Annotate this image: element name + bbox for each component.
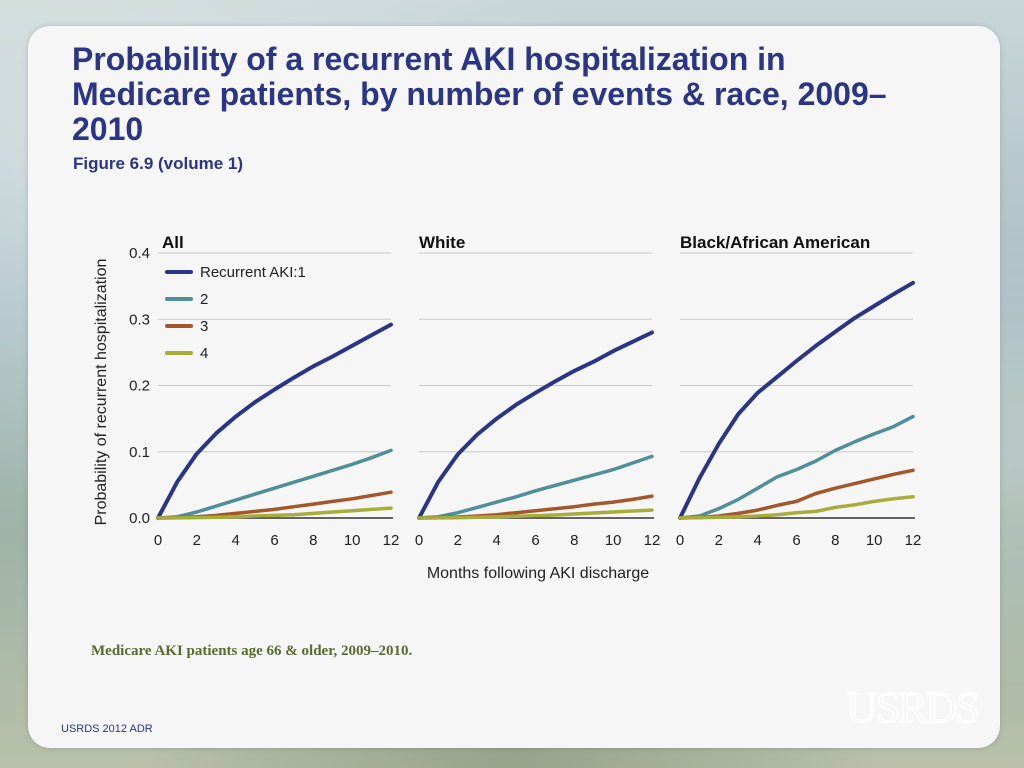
legend: Recurrent AKI:1 2 3 4 [165,264,306,362]
usrds-logo: USRDS [845,682,980,730]
x-tick-label: 12 [644,532,661,549]
series-line-1 [156,322,393,520]
x-axis-label: Months following AKI discharge [427,565,649,582]
series-line-2 [417,454,654,520]
x-tick-label: 10 [344,532,361,549]
x-tick-label: 4 [492,532,500,549]
series-line-1 [417,330,654,520]
x-tick-label: 2 [454,532,462,549]
slide-panel [28,26,1000,748]
y-axis-label: Probability of recurrent hospitalization [93,259,110,526]
x-tick-label: 6 [531,532,539,549]
x-tick-label: 4 [231,532,239,549]
y-tick-label: 0.0 [129,510,150,527]
y-tick-label: 0.1 [129,444,150,461]
legend-label: 3 [200,318,208,335]
x-tick-label: 6 [270,532,278,549]
legend-label: 2 [200,291,208,308]
panel-title: Black/African American [680,233,870,252]
x-tick-label: 10 [605,532,622,549]
y-tick-label: 0.3 [129,311,150,328]
slide-title: Probability of a recurrent AKI hospitali… [72,41,887,147]
panel-0: All 0 2 4 6 8 10 12 [154,233,400,549]
x-tick-label: 0 [415,532,423,549]
x-tick-label: 0 [154,532,162,549]
series-line-2 [678,414,915,520]
x-tick-label: 4 [753,532,761,549]
panel-1: White 0 2 4 6 8 10 12 [415,233,661,549]
x-tick-label: 8 [309,532,317,549]
series-line-1 [678,280,915,520]
x-tick-label: 0 [676,532,684,549]
legend-label: 4 [200,345,208,362]
y-tick-label: 0.2 [129,378,150,395]
x-tick-label: 10 [866,532,883,549]
x-tick-label: 2 [193,532,201,549]
legend-label: Recurrent AKI:1 [200,264,306,281]
series-line-4 [678,495,915,520]
y-tick-label: 0.4 [129,245,150,262]
x-tick-label: 8 [570,532,578,549]
series-line-4 [156,506,393,520]
x-tick-label: 8 [831,532,839,549]
footer-source: USRDS 2012 ADR [61,723,153,735]
x-tick-label: 2 [715,532,723,549]
series-line-2 [156,448,393,520]
panel-2: Black/African American 0 2 4 6 8 10 12 [676,233,922,549]
logo-text: USRDS [846,683,978,730]
panel-title: White [419,233,465,252]
x-tick-label: 6 [792,532,800,549]
panel-title: All [162,233,184,252]
x-tick-label: 12 [905,532,922,549]
x-tick-label: 12 [383,532,400,549]
series-line-4 [417,508,654,520]
figure-label: Figure 6.9 (volume 1) [73,154,244,173]
footnote: Medicare AKI patients age 66 & older, 20… [91,643,413,659]
